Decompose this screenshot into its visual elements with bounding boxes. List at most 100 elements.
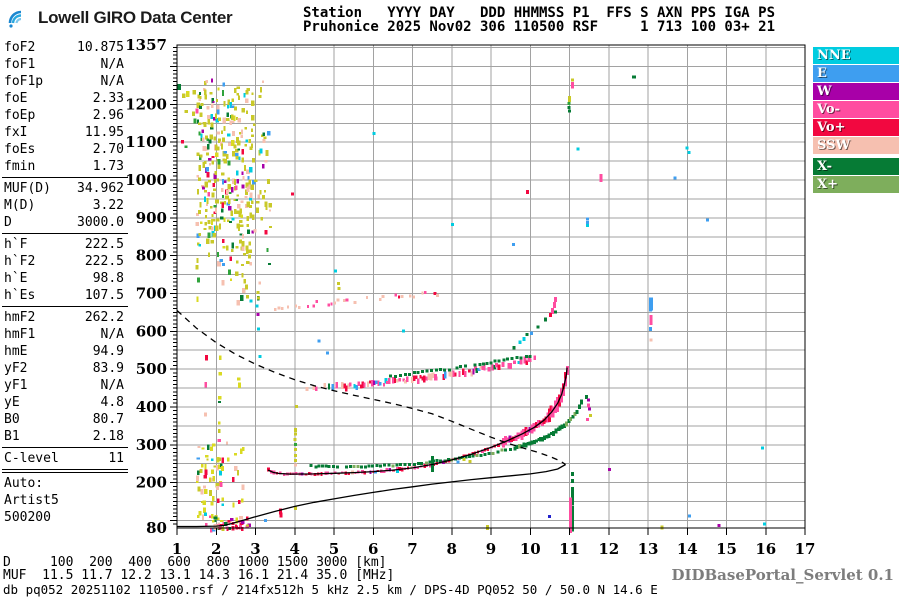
param-row-md: M(D) 3.22 bbox=[2, 197, 124, 214]
param-row-yf2: yF2 83.9 bbox=[2, 360, 124, 377]
y-axis-label-1357: 1357 bbox=[125, 36, 167, 54]
param-group-muf: MUF(D) 34.962 M(D) 3.22 D 3000.0 bbox=[2, 177, 128, 231]
y-axis-label-1200: 1200 bbox=[125, 95, 167, 113]
plot-grid bbox=[177, 45, 805, 528]
legend-item-nne: NNE bbox=[813, 47, 899, 64]
param-row-hme: hmE 94.9 bbox=[2, 343, 124, 360]
param-label: fmin bbox=[4, 159, 36, 174]
legend-item-w: W bbox=[813, 83, 899, 100]
param-row-artist5: Artist5 bbox=[2, 492, 124, 509]
param-value: 2.33 bbox=[92, 91, 124, 106]
param-value: 3000.0 bbox=[77, 215, 124, 230]
param-value: 98.8 bbox=[92, 271, 124, 286]
param-label: foE bbox=[4, 91, 28, 106]
x-axis-label-5: 5 bbox=[329, 540, 339, 558]
x-axis-label-10: 10 bbox=[520, 540, 541, 558]
param-row-d: D 3000.0 bbox=[2, 214, 124, 231]
param-label: MUF(D) bbox=[4, 181, 51, 196]
param-value: 34.962 bbox=[77, 181, 124, 196]
x-axis-label-6: 6 bbox=[368, 540, 378, 558]
param-label: fxI bbox=[4, 125, 28, 140]
echo-legend: NNE E W Vo- Vo+ SSW X- X+ bbox=[813, 47, 899, 194]
param-value: 2.18 bbox=[92, 429, 124, 444]
y-axis-label-200: 200 bbox=[136, 474, 167, 492]
param-label: D bbox=[4, 215, 12, 230]
legend-item-x: X+ bbox=[813, 176, 899, 193]
station-header-line1: Station YYYY DAY DDD HHMMSS P1 FFS S AXN… bbox=[303, 5, 776, 21]
legend-item-e: E bbox=[813, 65, 899, 82]
param-label: foF2 bbox=[4, 40, 36, 55]
y-axis-label-500: 500 bbox=[136, 360, 167, 378]
x-axis-label-13: 13 bbox=[638, 540, 659, 558]
param-label: hmE bbox=[4, 344, 28, 359]
param-label: foF1 bbox=[4, 57, 36, 72]
isolated-echo-specks bbox=[249, 75, 766, 530]
param-value: 83.9 bbox=[92, 361, 124, 376]
param-row-foep: foEp 2.96 bbox=[2, 107, 124, 124]
param-row-fmin: fmin 1.73 bbox=[2, 158, 124, 175]
y-axis-label-400: 400 bbox=[136, 398, 167, 416]
y-axis-label-1000: 1000 bbox=[125, 171, 167, 189]
param-label: 500200 bbox=[4, 510, 51, 525]
giro-logo: Lowell GIRO Data Center bbox=[7, 6, 233, 30]
noise-layer bbox=[177, 78, 273, 533]
param-value: 11.95 bbox=[84, 125, 124, 140]
param-value: 2.70 bbox=[92, 142, 124, 157]
param-label: yE bbox=[4, 395, 20, 410]
param-value: 222.5 bbox=[84, 237, 124, 252]
param-row-mufd: MUF(D) 34.962 bbox=[2, 180, 124, 197]
param-row-hmf2: hmF2 262.2 bbox=[2, 309, 124, 326]
param-row-yf1: yF1 N/A bbox=[2, 377, 124, 394]
param-label: hmF2 bbox=[4, 310, 36, 325]
param-value: 3.22 bbox=[92, 198, 124, 213]
y-axis-label-300: 300 bbox=[136, 436, 167, 454]
param-group-freq: foF2 10.875 foF1 N/A foF1p N/A foE 2.33 foEp 2.96… bbox=[2, 39, 128, 175]
param-row-b1: B1 2.18 bbox=[2, 428, 124, 445]
plot-axes: 1357120011001000900800700600500400300200… bbox=[125, 36, 815, 558]
legend-item-ssw: SSW bbox=[813, 137, 899, 154]
footer-measurement-info: db pq052 20251102 110500.rsf / 214fx512h… bbox=[3, 582, 658, 597]
param-value: 11 bbox=[108, 451, 124, 466]
legend-item-x: X- bbox=[813, 158, 899, 175]
param-row-b0: B0 80.7 bbox=[2, 411, 124, 428]
param-row-auto: Auto: bbox=[2, 475, 124, 492]
param-value: N/A bbox=[100, 57, 124, 72]
param-row-ye: yE 4.8 bbox=[2, 394, 124, 411]
x-axis-label-7: 7 bbox=[407, 540, 417, 558]
param-label: foEp bbox=[4, 108, 36, 123]
servlet-version-label: DIDBasePortal_Servlet 0.1 bbox=[671, 566, 894, 584]
x-axis-label-4: 4 bbox=[290, 540, 300, 558]
artist-curves bbox=[176, 310, 568, 528]
param-value: 222.5 bbox=[84, 254, 124, 269]
param-label: h`F2 bbox=[4, 254, 36, 269]
param-label: M(D) bbox=[4, 198, 36, 213]
param-value: 2.96 bbox=[92, 108, 124, 123]
x-axis-label-9: 9 bbox=[486, 540, 496, 558]
vertical-echo-bars bbox=[431, 455, 575, 533]
x-axis-label-17: 17 bbox=[795, 540, 816, 558]
param-row-fof1: foF1 N/A bbox=[2, 56, 124, 73]
param-row-hf2: h`F2 222.5 bbox=[2, 253, 124, 270]
echo-traces bbox=[267, 291, 584, 477]
legend-item-vo: Vo- bbox=[813, 101, 899, 118]
param-value: 80.7 bbox=[92, 412, 124, 427]
param-label: hmF1 bbox=[4, 327, 36, 342]
param-row-he: h`E 98.8 bbox=[2, 270, 124, 287]
param-row-foe: foE 2.33 bbox=[2, 90, 124, 107]
param-row-hmf1: hmF1 N/A bbox=[2, 326, 124, 343]
x-axis-label-1: 1 bbox=[172, 540, 182, 558]
param-group-auto: Auto: Artist5 500200 bbox=[2, 472, 128, 526]
param-group-hprime: h`F 222.5 h`F2 222.5 h`E 98.8 h`Es 107.5 bbox=[2, 233, 128, 304]
x-axis-label-11: 11 bbox=[559, 540, 580, 558]
param-value: 1.73 bbox=[92, 159, 124, 174]
param-label: C-level bbox=[4, 451, 59, 466]
y-axis-label-700: 700 bbox=[136, 284, 167, 302]
station-header-line2: Pruhonice 2025 Nov02 306 110500 RSF 1 71… bbox=[303, 19, 776, 35]
footer-distance-row: D 100 200 400 600 800 1000 1500 3000 [km… bbox=[3, 555, 387, 570]
param-label: yF2 bbox=[4, 361, 28, 376]
x-axis-label-8: 8 bbox=[447, 540, 457, 558]
param-row-foes: foEs 2.70 bbox=[2, 141, 124, 158]
param-value: 4.8 bbox=[100, 395, 124, 410]
